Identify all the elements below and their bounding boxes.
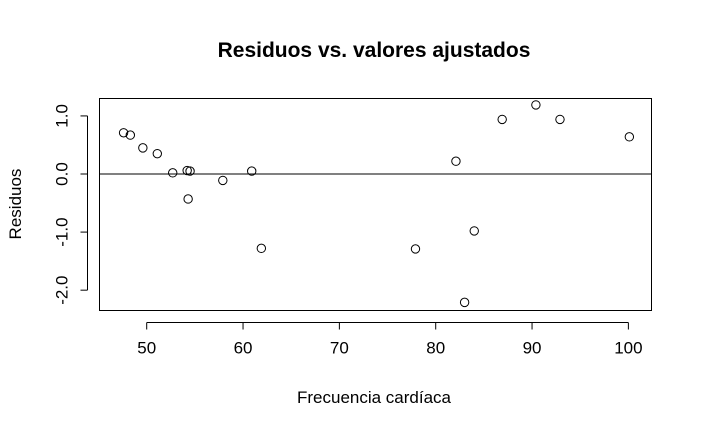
data-point	[168, 168, 178, 178]
data-points	[118, 100, 635, 308]
data-point	[624, 132, 635, 142]
y-tick-label: -2.0	[53, 276, 72, 305]
x-axis: 50 60 70 80 90 100	[137, 322, 643, 358]
data-point	[451, 156, 461, 166]
x-tick-label: 80	[426, 339, 445, 358]
data-point	[183, 194, 193, 204]
x-tick-label: 100	[614, 339, 642, 358]
x-tick-label: 60	[234, 339, 253, 358]
data-point	[152, 148, 163, 159]
x-axis-label: Frecuencia cardíaca	[297, 388, 452, 407]
data-point	[410, 244, 421, 254]
y-tick-label: -1.0	[53, 217, 72, 246]
y-axis: -2.0 -1.0 0.0 1.0	[53, 104, 88, 305]
y-tick-label: 0.0	[53, 162, 72, 186]
chart-title: Residuos vs. valores ajustados	[218, 39, 531, 62]
x-tick-label: 90	[523, 339, 542, 358]
data-point	[531, 100, 541, 110]
data-point	[469, 226, 479, 236]
plot-frame	[99, 98, 652, 311]
data-point	[218, 175, 228, 186]
x-tick-label: 50	[137, 339, 156, 358]
data-point	[256, 243, 267, 254]
x-tick-label: 70	[330, 339, 349, 358]
data-point	[247, 166, 257, 176]
data-point	[497, 114, 507, 125]
data-point	[185, 166, 195, 176]
data-point	[555, 114, 565, 125]
data-point	[118, 128, 129, 138]
y-axis-label: Residuos	[6, 169, 25, 240]
data-point	[138, 143, 148, 153]
data-point	[125, 130, 136, 140]
y-tick-label: 1.0	[53, 104, 72, 128]
data-point	[459, 297, 470, 308]
